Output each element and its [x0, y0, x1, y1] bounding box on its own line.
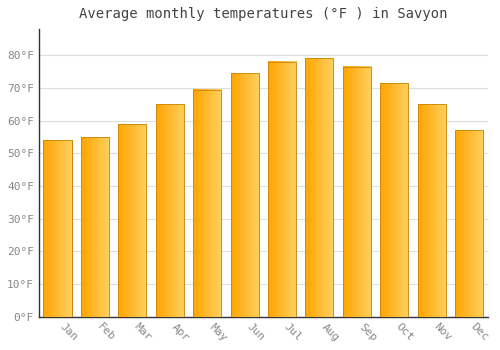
Bar — [343, 66, 371, 317]
Bar — [44, 140, 72, 317]
Bar — [156, 104, 184, 317]
Bar — [418, 104, 446, 317]
Bar — [380, 83, 408, 317]
Bar — [81, 137, 109, 317]
Bar — [118, 124, 146, 317]
Bar — [81, 137, 109, 317]
Bar — [455, 131, 483, 317]
Bar — [418, 104, 446, 317]
Bar — [230, 73, 258, 317]
Bar — [343, 66, 371, 317]
Bar — [455, 131, 483, 317]
Bar — [268, 62, 296, 317]
Bar — [118, 124, 146, 317]
Title: Average monthly temperatures (°F ) in Savyon: Average monthly temperatures (°F ) in Sa… — [79, 7, 448, 21]
Bar — [306, 58, 334, 317]
Bar — [156, 104, 184, 317]
Bar — [193, 90, 221, 317]
Bar — [268, 62, 296, 317]
Bar — [306, 58, 334, 317]
Bar — [230, 73, 258, 317]
Bar — [44, 140, 72, 317]
Bar — [193, 90, 221, 317]
Bar — [380, 83, 408, 317]
